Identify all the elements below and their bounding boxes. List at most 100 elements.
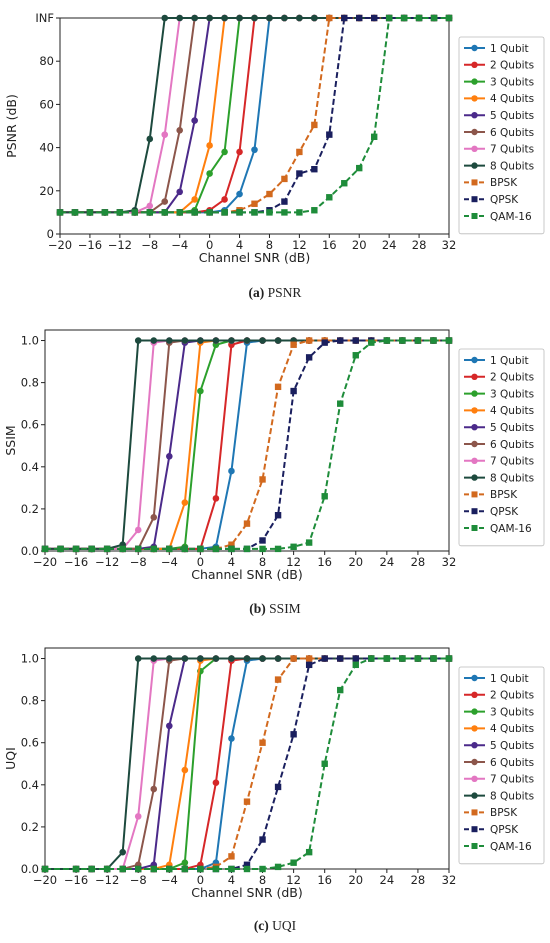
legend-label: 4 Qubits — [490, 723, 534, 735]
data-point — [221, 14, 228, 22]
data-point — [368, 339, 375, 346]
data-point — [274, 383, 282, 391]
data-point — [166, 655, 173, 662]
series-line — [45, 657, 449, 870]
legend-marker — [471, 390, 478, 397]
legend-marker — [471, 674, 478, 682]
x-tick-label: 20 — [348, 555, 363, 569]
plot-frame — [44, 329, 450, 552]
legend-marker — [471, 775, 478, 782]
series-line — [45, 339, 449, 550]
y-axis-label: SSIM — [3, 425, 18, 455]
data-point — [161, 14, 169, 22]
legend-marker — [471, 508, 478, 515]
panel-caption: (a) PSNR — [249, 285, 302, 300]
data-point — [176, 127, 183, 134]
legend-label: 1 Qubit — [490, 355, 529, 367]
data-point — [212, 545, 220, 553]
caption-text: UQI — [269, 918, 297, 933]
data-point — [274, 783, 282, 791]
data-point — [166, 545, 173, 553]
legend-label: QPSK — [490, 506, 519, 518]
data-point — [221, 209, 228, 216]
caption-letter: (c) — [254, 918, 269, 933]
x-tick-label: 12 — [286, 555, 301, 569]
data-point — [181, 499, 189, 506]
series-line — [45, 339, 449, 550]
data-point — [135, 865, 142, 873]
x-tick-label: 0 — [197, 555, 204, 569]
data-point — [321, 493, 328, 500]
legend-label: QAM-16 — [490, 841, 532, 853]
series-line — [45, 339, 449, 550]
legend-marker — [471, 758, 478, 766]
legend-label: 6 Qubits — [490, 757, 534, 769]
legend-label: QPSK — [490, 194, 519, 206]
data-point — [445, 655, 453, 662]
series-line — [45, 339, 449, 550]
data-point — [243, 520, 251, 527]
data-point — [259, 537, 266, 544]
series-line — [45, 657, 449, 870]
legend-label: 5 Qubits — [490, 422, 534, 434]
legend-marker — [471, 196, 478, 203]
data-point — [150, 514, 158, 521]
data-point — [181, 655, 189, 662]
data-point — [305, 539, 313, 546]
data-point — [296, 148, 303, 156]
data-point — [243, 865, 251, 873]
data-point — [181, 766, 189, 774]
y-tick-label: 60 — [39, 97, 54, 111]
x-tick-label: −16 — [78, 238, 102, 252]
x-axis-label: Channel SNR (dB) — [191, 567, 303, 582]
data-point — [251, 209, 258, 216]
data-point — [134, 526, 142, 534]
data-point — [266, 190, 273, 198]
data-point — [212, 779, 220, 787]
data-point — [430, 14, 438, 22]
data-point — [370, 133, 378, 140]
data-point — [399, 337, 406, 344]
y-axis-label: PSNR (dB) — [4, 94, 19, 158]
x-tick-label: 0 — [197, 873, 204, 887]
data-point — [236, 209, 243, 216]
y-tick-label: 80 — [39, 54, 54, 68]
legend-label: 5 Qubits — [490, 740, 534, 752]
data-point — [352, 337, 359, 344]
series-line — [60, 17, 449, 214]
series-line — [45, 657, 449, 870]
data-point — [228, 337, 235, 344]
data-point — [88, 865, 95, 873]
legend-marker — [471, 826, 478, 833]
legend-label: QAM-16 — [490, 211, 532, 223]
data-point — [311, 207, 318, 214]
legend-marker — [471, 78, 478, 85]
data-point — [191, 117, 198, 124]
panel-caption: (c) UQI — [254, 918, 297, 933]
data-point — [414, 337, 422, 344]
caption-letter: (a) — [249, 285, 265, 300]
data-point — [221, 196, 228, 203]
data-point — [400, 14, 408, 22]
x-tick-label: 20 — [348, 873, 363, 887]
data-point — [259, 655, 266, 662]
data-point — [146, 209, 153, 216]
x-tick-label: 32 — [442, 238, 457, 252]
legend-marker — [471, 424, 478, 431]
caption-letter: (b) — [249, 601, 266, 616]
data-point — [41, 545, 49, 553]
data-point — [197, 655, 204, 662]
data-point — [243, 798, 251, 805]
data-point — [150, 865, 157, 873]
caption-text: SSIM — [266, 601, 301, 616]
legend-marker — [471, 809, 478, 816]
legend-marker — [471, 145, 478, 152]
x-tick-label: 28 — [411, 873, 426, 887]
data-point — [266, 209, 273, 216]
legend-marker — [471, 691, 478, 698]
x-tick-label: 24 — [380, 873, 395, 887]
data-point — [321, 339, 328, 346]
x-tick-label: 8 — [259, 555, 266, 569]
data-point — [341, 180, 348, 187]
